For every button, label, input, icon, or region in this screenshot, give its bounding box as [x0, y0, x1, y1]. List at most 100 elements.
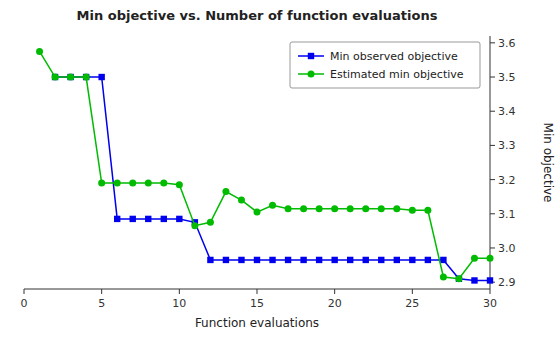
point-marker [145, 180, 152, 187]
series-line [55, 77, 490, 280]
point-marker [393, 205, 400, 212]
point-marker [238, 257, 244, 263]
point-marker [254, 209, 261, 216]
point-marker [269, 257, 275, 263]
point-marker [223, 257, 229, 263]
point-marker [409, 257, 415, 263]
title: Min objective vs. Number of function eva… [77, 8, 438, 23]
point-marker [456, 276, 462, 282]
point-marker [331, 205, 338, 212]
point-marker [487, 255, 494, 262]
point-marker [471, 255, 478, 262]
chart: Min objective vs. Number of function eva… [0, 0, 560, 337]
x-tick [179, 289, 180, 294]
point-marker [300, 257, 306, 263]
point-marker [254, 257, 260, 263]
point-marker [331, 257, 337, 263]
y-tick-label: 2.9 [498, 276, 516, 289]
y-tick-label: 3.2 [498, 174, 516, 187]
x-tick-label: 30 [483, 297, 497, 310]
point-marker [161, 216, 167, 222]
x-axis-label: Function evaluations [195, 316, 319, 330]
legend-marker [308, 53, 314, 59]
y-axis-label: Min objective [541, 123, 555, 203]
x-tick-label: 10 [172, 297, 186, 310]
point-marker [83, 74, 89, 80]
point-marker [300, 205, 307, 212]
legend-label: Min observed objective [330, 50, 458, 63]
x-tick-label: 15 [250, 297, 264, 310]
point-marker [362, 205, 369, 212]
x-tick [24, 289, 25, 294]
y-tick [490, 213, 495, 214]
y-axis-line [490, 36, 491, 289]
point-marker [440, 257, 446, 263]
point-marker [238, 197, 245, 204]
point-marker [285, 205, 292, 212]
point-marker [269, 202, 276, 209]
point-marker [129, 180, 136, 187]
point-marker [114, 180, 121, 187]
point-marker [36, 48, 43, 55]
point-marker [347, 205, 354, 212]
point-marker [409, 207, 416, 214]
point-marker [176, 181, 183, 188]
point-marker [316, 257, 322, 263]
point-marker [98, 74, 104, 80]
point-marker [52, 74, 59, 81]
legend-label: Estimated min objective [330, 68, 464, 81]
x-tick [257, 289, 258, 294]
point-marker [378, 205, 385, 212]
y-tick-label: 3.1 [498, 208, 516, 221]
y-tick-label: 3.5 [498, 71, 516, 84]
point-marker [378, 257, 384, 263]
point-marker [130, 216, 136, 222]
y-tick [490, 77, 495, 78]
point-marker [425, 257, 431, 263]
point-marker [363, 257, 369, 263]
y-tick-label: 3.6 [498, 37, 516, 50]
point-marker [160, 180, 167, 187]
point-marker [316, 205, 323, 212]
point-marker [176, 216, 182, 222]
point-marker [424, 207, 431, 214]
point-marker [145, 216, 151, 222]
x-tick-label: 25 [405, 297, 419, 310]
point-marker [114, 216, 120, 222]
chart-container: Min objective vs. Number of function eva… [0, 0, 560, 337]
y-tick [490, 42, 495, 43]
y-tick [490, 145, 495, 146]
x-tick [101, 289, 102, 294]
point-marker [52, 74, 58, 80]
y-tick [490, 179, 495, 180]
point-marker [222, 188, 229, 195]
point-marker [83, 74, 90, 81]
point-marker [347, 257, 353, 263]
x-tick [334, 289, 335, 294]
y-tick [490, 247, 495, 248]
point-marker [394, 257, 400, 263]
point-marker [191, 222, 198, 229]
point-marker [285, 257, 291, 263]
point-marker [207, 257, 213, 263]
point-marker [455, 275, 462, 282]
y-tick-label: 3.0 [498, 242, 516, 255]
x-tick [412, 289, 413, 294]
point-marker [471, 277, 477, 283]
y-tick-label: 3.3 [498, 139, 516, 152]
x-tick-label: 0 [21, 297, 28, 310]
legend-box [290, 42, 480, 88]
point-marker [207, 219, 214, 226]
axes: 0510152025302.93.03.13.23.33.43.53.6 [21, 36, 516, 310]
point-marker [67, 74, 73, 80]
point-marker [440, 274, 447, 281]
x-tick [490, 289, 491, 294]
y-tick-label: 3.4 [498, 105, 516, 118]
point-marker [67, 74, 74, 81]
x-tick-label: 20 [328, 297, 342, 310]
series [52, 74, 493, 284]
legend: Min observed objective Estimated min obje… [290, 42, 480, 88]
legend-marker [308, 71, 315, 78]
y-tick [490, 111, 495, 112]
point-marker [98, 180, 105, 187]
